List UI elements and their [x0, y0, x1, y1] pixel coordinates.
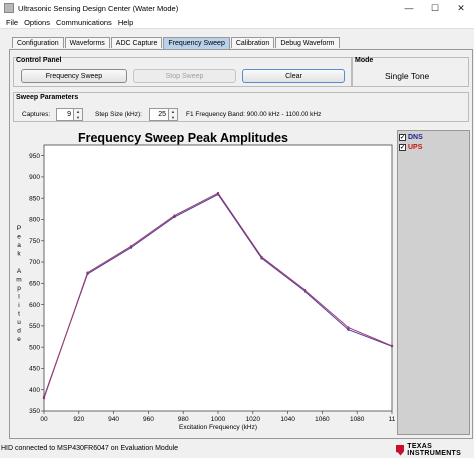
data-point-dns	[347, 328, 350, 331]
step-size-arrows[interactable]: ▲ ▼	[169, 108, 178, 121]
y-tick-label: 550	[29, 323, 40, 330]
legend-label-ups: UPS	[408, 144, 423, 151]
close-icon[interactable]: ✕	[457, 2, 465, 13]
x-tick-label: 940	[108, 416, 119, 423]
menu-help[interactable]: Help	[117, 17, 134, 27]
x-tick-label: 980	[178, 416, 189, 423]
y-tick-label: 700	[29, 259, 40, 266]
y-tick-label: 850	[29, 195, 40, 202]
sweep-parameters-group: Sweep Parameters Captures: 9 ▲ ▼ Step Si…	[13, 92, 469, 122]
x-tick-label: 920	[73, 416, 84, 423]
step-size-stepper[interactable]: 25 ▲ ▼	[149, 108, 178, 121]
tab-adc-capture[interactable]: ADC Capture	[110, 37, 163, 48]
checkbox-dns[interactable]: ✓	[399, 134, 406, 141]
frequency-band-text: F1 Frequency Band: 900.00 kHz - 1100.00 …	[186, 111, 322, 118]
x-tick-label: 1020	[246, 416, 261, 423]
x-tick-label: 00	[40, 416, 48, 423]
status-bar: HID connected to MSP430FR6047 on Evaluat…	[0, 440, 474, 458]
ti-logo: TEXAS INSTRUMENTS	[396, 443, 474, 457]
down-arrow-icon[interactable]: ▼	[76, 115, 80, 120]
app-icon	[4, 3, 14, 13]
y-tick-label: 900	[29, 174, 40, 181]
data-point-ups	[347, 326, 350, 329]
menu-file[interactable]: File	[6, 17, 19, 27]
x-tick-label: 960	[143, 416, 154, 423]
y-tick-label: 650	[29, 281, 40, 288]
data-point-ups	[86, 271, 89, 274]
maximize-icon[interactable]: ☐	[430, 2, 440, 13]
control-panel-title: Control Panel	[16, 57, 62, 64]
peak-amplitude-chart: Frequency Sweep Peak Amplitudes 350 400 450…	[16, 131, 395, 431]
tab-configuration[interactable]: Configuration	[12, 37, 64, 48]
data-point-ups	[260, 255, 263, 259]
y-tick-label: 400	[29, 387, 40, 394]
data-point-ups	[42, 397, 46, 400]
window-controls: — ☐ ✕	[396, 0, 474, 16]
captures-label: Captures:	[22, 111, 51, 118]
captures-value[interactable]: 9	[56, 108, 74, 121]
tab-waveforms[interactable]: Waveforms	[64, 37, 110, 48]
y-tick-label: 800	[29, 217, 40, 224]
tab-calibration[interactable]: Calibration	[230, 37, 275, 48]
stop-sweep-button[interactable]: Stop Sweep	[133, 69, 236, 83]
y-tick-label: 450	[29, 366, 40, 373]
window-title: Ultrasonic Sensing Design Center (Water …	[18, 3, 179, 13]
legend-label-dns: DNS	[408, 134, 423, 141]
x-tick-label: 1000	[211, 416, 226, 423]
plot-background	[43, 144, 393, 412]
data-point-ups	[173, 214, 176, 217]
data-point-ups	[303, 288, 307, 292]
mode-value: Single Tone	[385, 71, 430, 81]
mode-title: Mode	[355, 57, 374, 64]
legend: ✓ DNS ✓ UPS	[397, 130, 470, 435]
y-tick-label: 350	[29, 408, 40, 415]
captures-stepper[interactable]: 9 ▲ ▼	[56, 108, 83, 121]
down-arrow-icon[interactable]: ▼	[171, 115, 175, 120]
data-point-ups	[216, 191, 220, 195]
frequency-sweep-panel: Control Panel Frequency Sweep Stop Sweep…	[9, 49, 473, 439]
up-arrow-icon[interactable]: ▲	[171, 109, 175, 114]
x-axis-label: Excitation Frequency (kHz)	[179, 424, 257, 431]
tab-frequency-sweep[interactable]: Frequency Sweep	[163, 37, 230, 49]
checkbox-ups[interactable]: ✓	[399, 144, 406, 151]
menu-communications[interactable]: Communications	[55, 17, 112, 27]
tab-debug-waveform[interactable]: Debug Waveform	[275, 37, 340, 48]
legend-entry-dns[interactable]: ✓ DNS	[399, 134, 423, 141]
control-panel-group: Control Panel Frequency Sweep Stop Sweep…	[13, 57, 352, 87]
mode-group: Mode Single Tone	[352, 57, 469, 87]
x-tick-label: 1040	[280, 416, 295, 423]
frequency-sweep-button[interactable]: Frequency Sweep	[21, 69, 127, 83]
ti-logo-icon	[396, 444, 405, 456]
clear-button[interactable]: Clear	[242, 69, 345, 83]
minimize-icon[interactable]: —	[404, 3, 414, 13]
title-bar: Ultrasonic Sensing Design Center (Water …	[0, 0, 474, 16]
x-tick-label: 1060	[315, 416, 330, 423]
x-tick-label: 11	[389, 416, 395, 423]
sweep-parameters-title: Sweep Parameters	[16, 94, 79, 101]
legend-entry-ups[interactable]: ✓ UPS	[399, 144, 422, 151]
y-tick-label: 950	[29, 153, 40, 160]
tab-strip: Configuration Waveforms ADC Capture Freq…	[12, 37, 341, 49]
data-point-ups	[129, 245, 133, 248]
menu-bar: File Options Communications Help	[0, 16, 474, 29]
captures-arrows[interactable]: ▲ ▼	[74, 108, 83, 121]
up-arrow-icon[interactable]: ▲	[76, 109, 80, 114]
y-tick-label: 600	[29, 302, 40, 309]
connection-status: HID connected to MSP430FR6047 on Evaluat…	[1, 445, 179, 452]
data-point-ups	[390, 344, 394, 348]
x-tick-label: 1080	[350, 416, 365, 423]
ti-brand-text: TEXAS INSTRUMENTS	[407, 443, 462, 457]
y-tick-label: 750	[29, 238, 40, 245]
chart-title: Frequency Sweep Peak Amplitudes	[78, 131, 288, 145]
plot-area: Frequency Sweep Peak Amplitudes 350 400 450…	[11, 130, 396, 435]
menu-options[interactable]: Options	[24, 17, 50, 27]
step-size-label: Step Size (kHz):	[95, 111, 142, 118]
y-tick-label: 500	[29, 344, 40, 351]
step-size-value[interactable]: 25	[149, 108, 169, 121]
